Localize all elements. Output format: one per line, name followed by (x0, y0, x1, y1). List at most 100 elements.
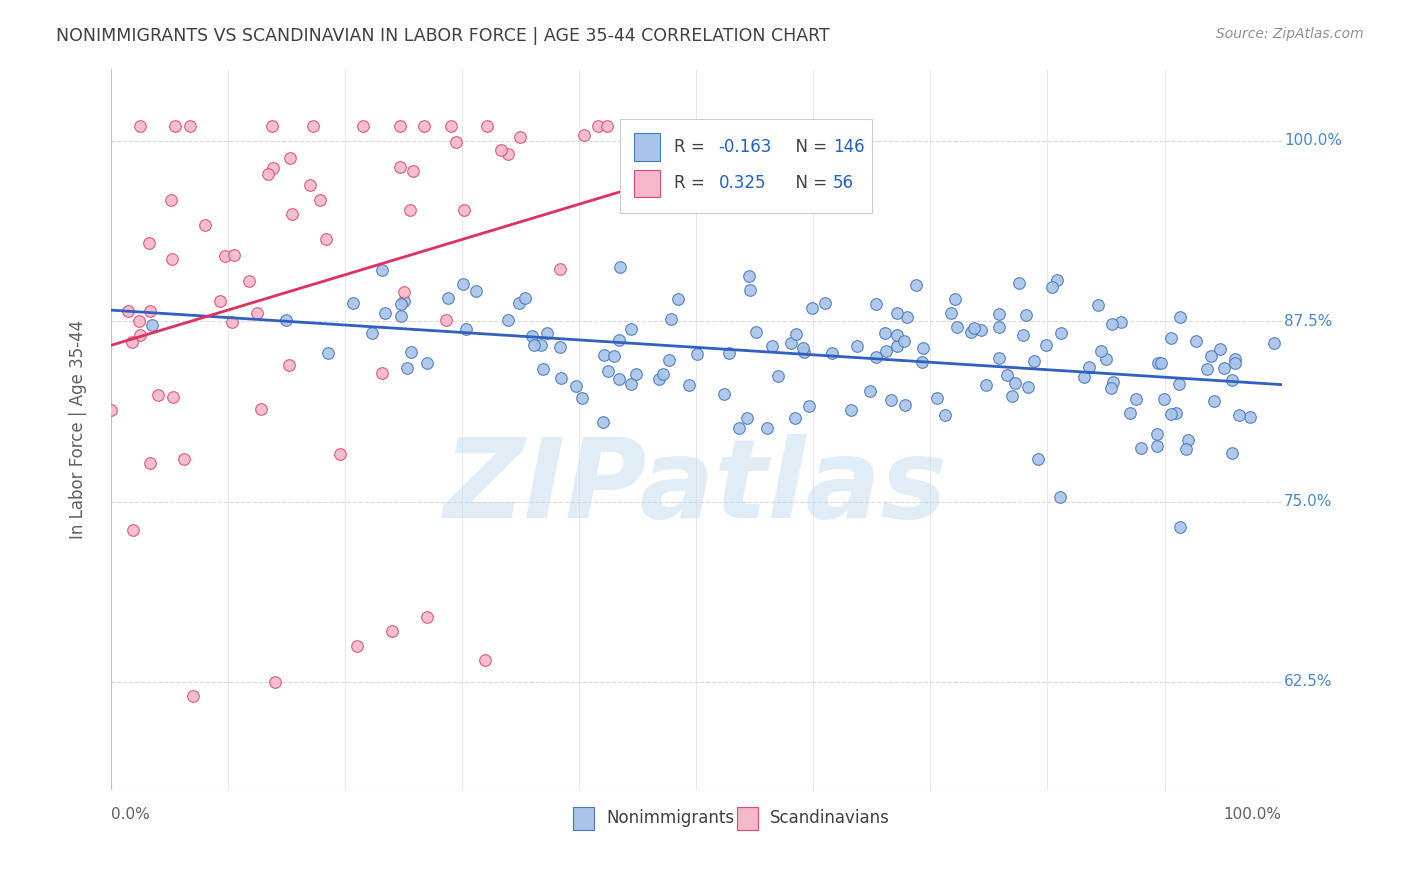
Point (1150, 356, 1173, 370)
Text: In Labor Force | Age 35-44: In Labor Force | Age 35-44 (69, 319, 87, 539)
Point (489, 143, 512, 157)
Point (128, 328, 150, 343)
Bar (620, 119, 872, 213)
Point (946, 319, 969, 334)
Text: Scandinavians: Scandinavians (770, 809, 890, 827)
Point (508, 296, 530, 310)
Point (346, 639, 368, 653)
Point (522, 328, 544, 343)
Point (139, 304, 162, 318)
Point (785, 411, 807, 425)
Point (389, 120, 412, 134)
Point (416, 355, 439, 369)
Point (392, 293, 415, 308)
Point (1017, 380, 1039, 394)
Point (925, 391, 948, 405)
Point (434, 313, 457, 327)
Point (389, 310, 412, 324)
Point (1001, 389, 1024, 403)
Text: R =: R = (673, 138, 710, 156)
Point (399, 345, 422, 359)
Point (1168, 376, 1191, 391)
Point (713, 387, 735, 401)
Point (1220, 373, 1243, 387)
Point (531, 362, 554, 376)
Point (214, 249, 236, 263)
Point (262, 120, 284, 134)
Point (572, 128, 595, 142)
Point (263, 674, 285, 689)
Point (163, 120, 186, 134)
Point (318, 346, 340, 360)
Point (1201, 349, 1223, 363)
Point (1223, 352, 1246, 367)
Point (593, 348, 616, 362)
Point (911, 355, 934, 369)
Point (179, 120, 201, 134)
Point (934, 408, 956, 422)
Point (1119, 406, 1142, 420)
Point (685, 347, 707, 361)
Point (880, 393, 903, 408)
Point (513, 291, 536, 305)
Point (1212, 361, 1234, 376)
Point (1177, 434, 1199, 448)
Point (274, 313, 297, 327)
Point (598, 364, 620, 378)
Point (278, 151, 301, 165)
Point (1087, 298, 1109, 312)
Point (496, 146, 519, 161)
Point (1095, 351, 1118, 366)
Point (352, 120, 374, 134)
Point (371, 366, 394, 380)
Point (523, 338, 546, 352)
Point (173, 452, 195, 467)
Point (474, 653, 496, 667)
Point (262, 161, 284, 175)
Point (1004, 376, 1026, 391)
Point (159, 193, 181, 207)
Bar (737, 806, 758, 830)
Point (222, 248, 245, 262)
Text: 100.0%: 100.0% (1284, 133, 1341, 148)
Point (768, 368, 790, 383)
Point (194, 218, 217, 232)
Point (666, 293, 689, 307)
Point (659, 312, 682, 326)
Point (779, 335, 801, 350)
Point (657, 353, 679, 368)
Point (738, 283, 761, 297)
Point (620, 376, 643, 391)
Text: N =: N = (785, 138, 832, 156)
Point (609, 334, 631, 348)
Point (943, 292, 966, 306)
Point (498, 313, 520, 327)
Point (1263, 335, 1285, 350)
Point (465, 285, 488, 299)
Point (329, 447, 352, 461)
Point (652, 367, 675, 381)
Point (893, 334, 915, 348)
Point (974, 377, 997, 392)
Point (451, 277, 474, 291)
Point (873, 326, 896, 340)
Point (1109, 315, 1132, 329)
Point (1090, 343, 1112, 358)
Point (571, 391, 593, 405)
Point (820, 346, 842, 360)
Point (550, 370, 572, 384)
Point (389, 297, 412, 311)
Point (596, 120, 619, 134)
Text: -0.163: -0.163 (718, 138, 772, 156)
Point (1099, 381, 1122, 395)
Point (1239, 409, 1261, 424)
Point (1185, 334, 1208, 348)
Point (785, 327, 807, 342)
Text: 100.0%: 100.0% (1223, 807, 1282, 822)
Point (374, 306, 396, 320)
Point (800, 301, 823, 315)
Point (371, 263, 394, 277)
Point (941, 306, 963, 320)
Point (1229, 409, 1251, 423)
Point (865, 350, 887, 364)
